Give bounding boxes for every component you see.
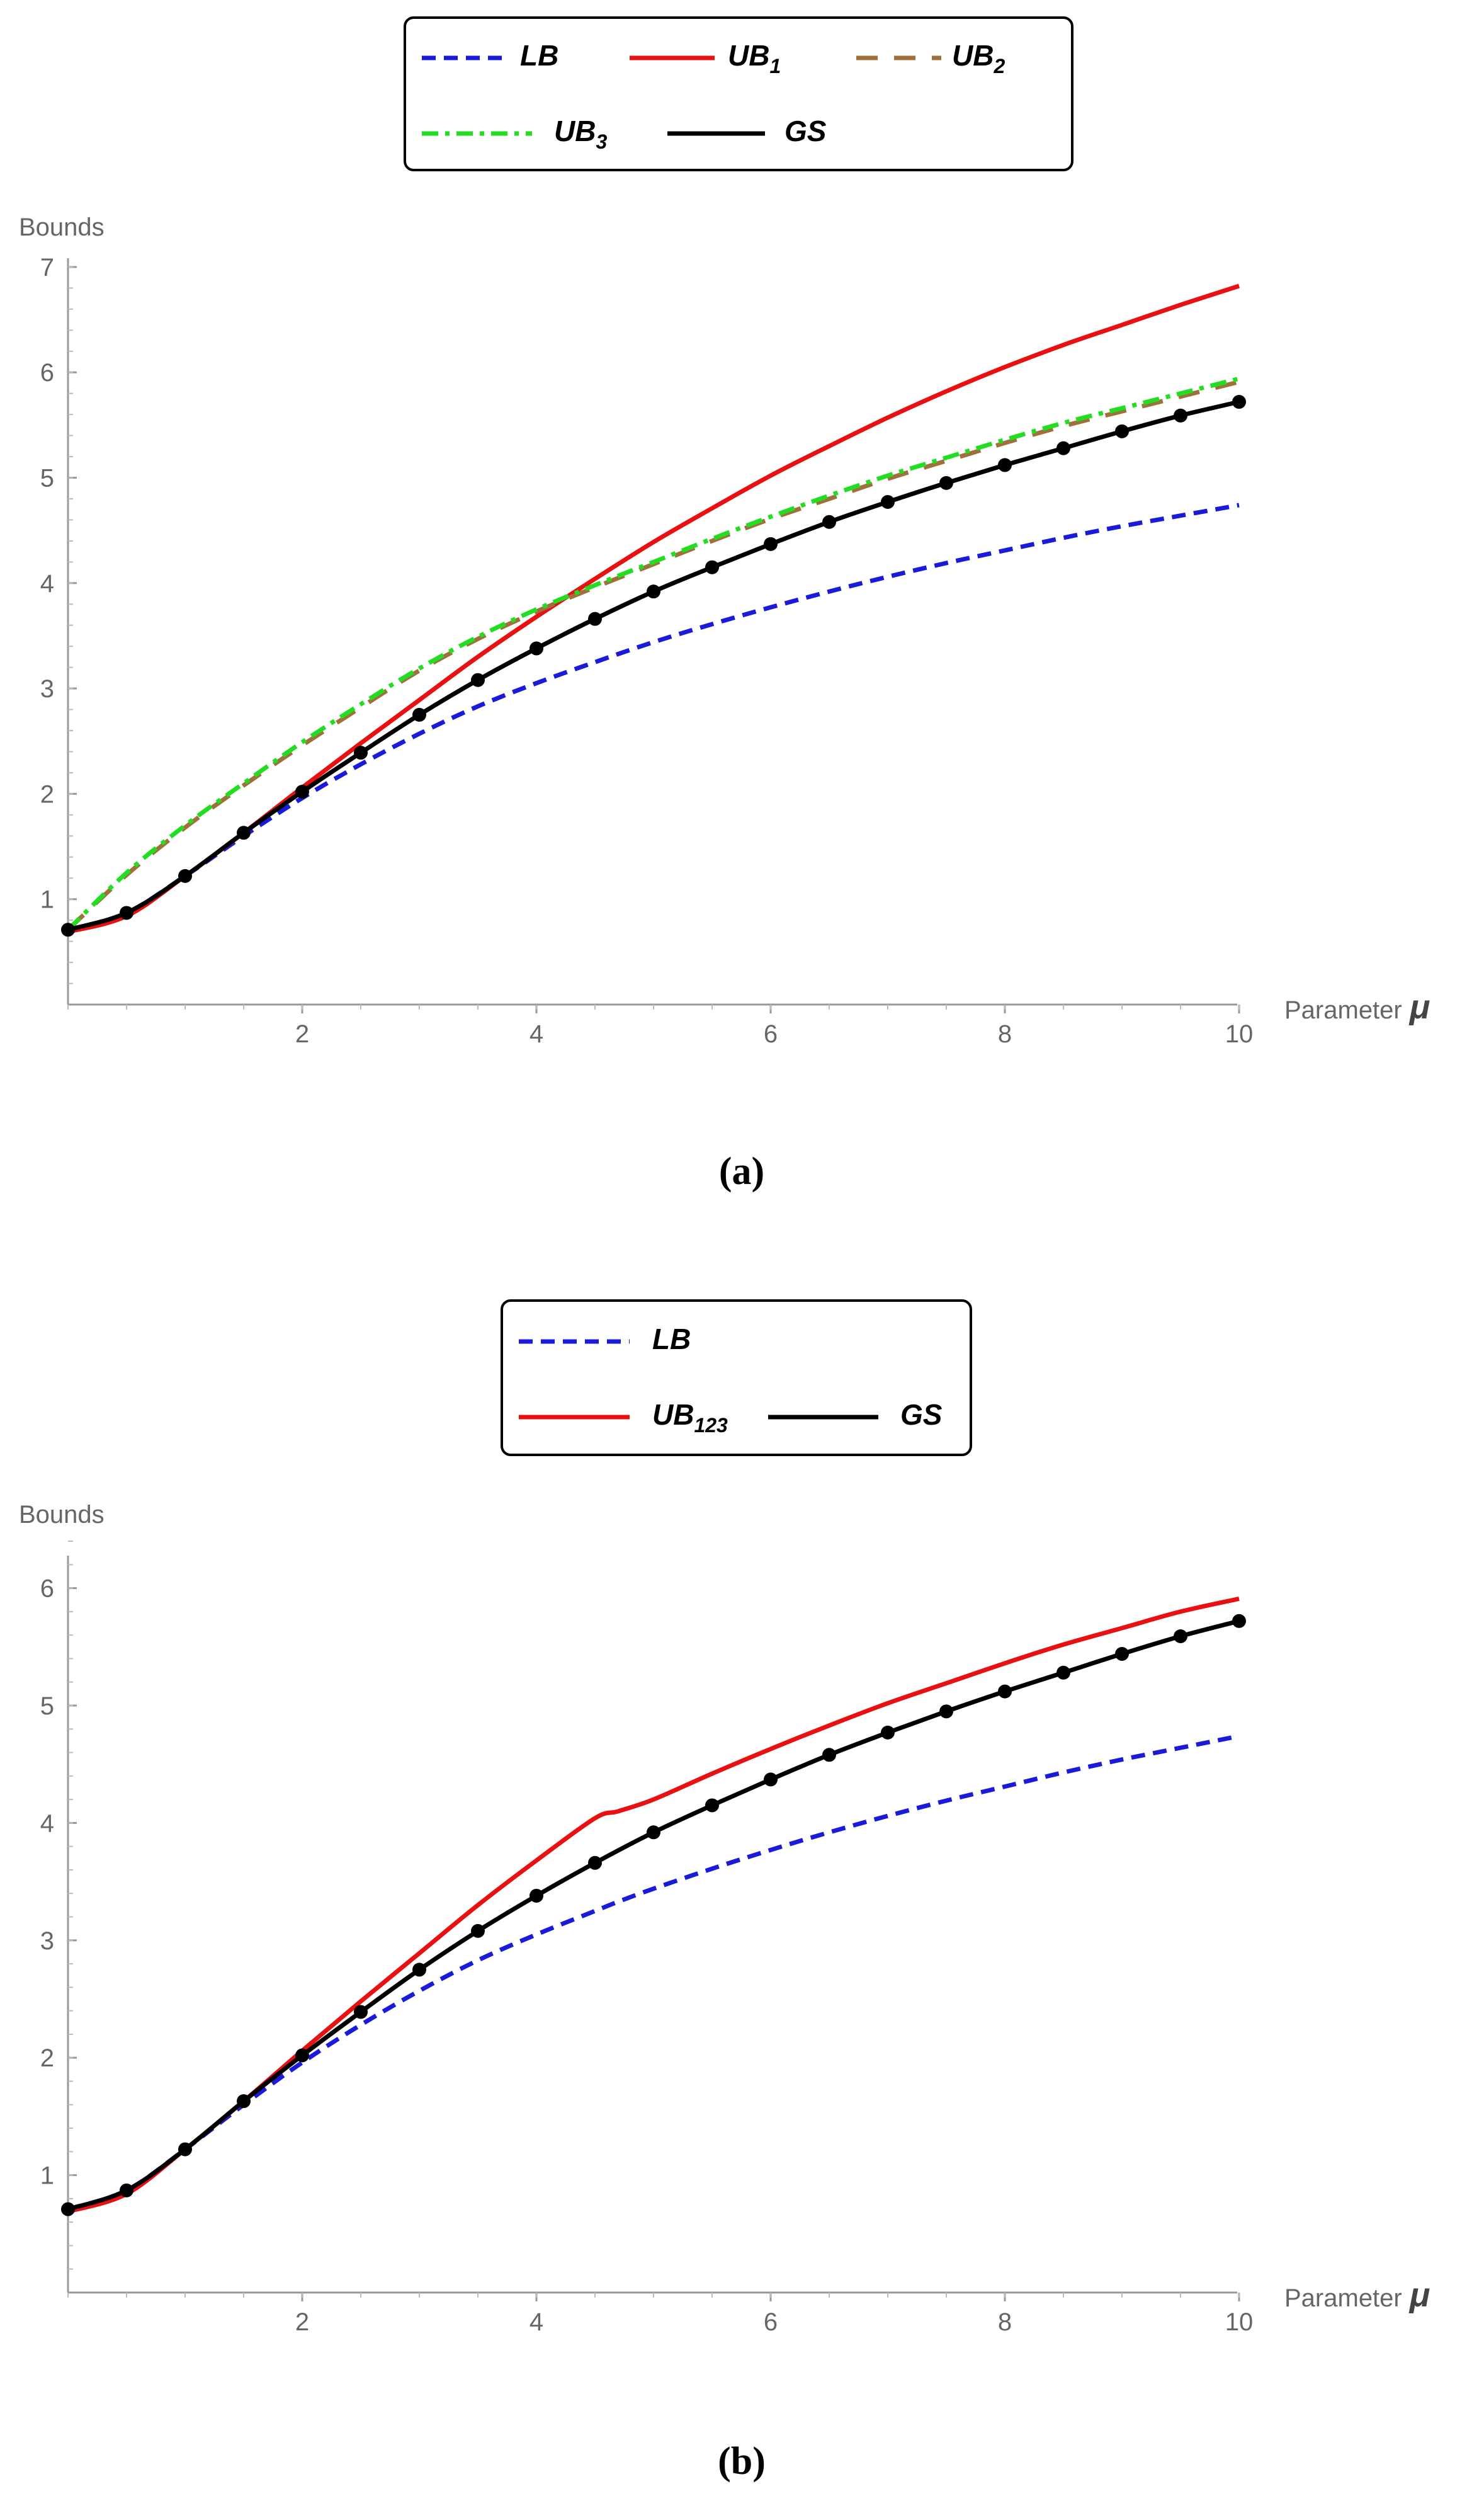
legend-b-label-lb: LB bbox=[652, 1323, 691, 1355]
data-point-gs bbox=[471, 673, 485, 687]
legend-a-label-ub2: UB2 bbox=[952, 39, 1005, 77]
x-tick-label: 10 bbox=[1225, 1020, 1254, 1048]
y-tick-label: 1 bbox=[40, 2162, 54, 2190]
y-tick-label: 6 bbox=[40, 359, 54, 387]
data-point-gs bbox=[471, 1923, 485, 1938]
legend-a-label-gs: GS bbox=[784, 115, 827, 147]
chart-b-x-label: Parameter μ bbox=[1284, 2276, 1430, 2314]
legend-b-label-gs: GS bbox=[900, 1398, 943, 1431]
caption-b: (b) bbox=[718, 2440, 766, 2483]
y-tick-label: 2 bbox=[40, 780, 54, 808]
chart-a-x-label: Parameter μ bbox=[1284, 988, 1430, 1026]
data-point-gs bbox=[939, 1704, 953, 1719]
caption-a: (a) bbox=[719, 1150, 764, 1193]
data-point-gs bbox=[1232, 1614, 1246, 1628]
data-point-gs bbox=[998, 458, 1012, 472]
data-point-gs bbox=[1174, 1629, 1187, 1644]
data-point-gs bbox=[412, 1963, 426, 1977]
y-tick-label: 6 bbox=[40, 1575, 54, 1603]
chart-b-y-label: Bounds bbox=[19, 1501, 105, 1529]
legend-b-label-ub123: UB123 bbox=[652, 1398, 728, 1437]
panel-b: LB UB123 GS Bounds Parameter μ 2 4 6 8 101234… bbox=[19, 1299, 1430, 2483]
x-tick-label: 2 bbox=[295, 1020, 309, 1048]
data-point-gs bbox=[354, 2005, 368, 2019]
data-point-gs bbox=[647, 584, 660, 599]
data-point-gs bbox=[1115, 424, 1129, 438]
y-tick-label: 5 bbox=[40, 465, 54, 493]
data-point-gs bbox=[1056, 441, 1070, 455]
data-point-gs bbox=[178, 869, 192, 883]
data-point-gs bbox=[237, 826, 251, 840]
data-point-gs bbox=[412, 707, 426, 722]
data-point-gs bbox=[354, 746, 368, 760]
x-tick-label: 6 bbox=[764, 2308, 778, 2336]
legend-a: LB UB1 UB2 UB3 GS bbox=[404, 16, 1073, 171]
legend-b: LB UB123 GS bbox=[501, 1299, 972, 1456]
series-line-ub123 bbox=[67, 1596, 1240, 2214]
chart-a-y-label: Bounds bbox=[19, 214, 105, 241]
data-point-gs bbox=[588, 612, 602, 626]
x-tick-label: 4 bbox=[530, 1020, 543, 1048]
data-point-gs bbox=[822, 515, 836, 529]
data-point-gs bbox=[61, 923, 75, 937]
data-point-gs bbox=[1174, 408, 1187, 423]
y-tick-label: 5 bbox=[40, 1692, 54, 1720]
y-tick-label: 7 bbox=[40, 254, 54, 282]
series-line-lb bbox=[67, 1734, 1240, 2212]
series-line-lb bbox=[67, 503, 1240, 932]
panel-a: LB UB1 UB2 UB3 GS Bounds Parameter μ 2 4 6 8… bbox=[19, 16, 1430, 1193]
data-point-gs bbox=[120, 2183, 133, 2197]
series-line-gs bbox=[67, 399, 1240, 932]
data-point-gs bbox=[1115, 1646, 1129, 1661]
legend-a-label-ub3: UB3 bbox=[554, 115, 607, 153]
data-point-gs bbox=[1232, 395, 1246, 409]
data-point-gs bbox=[881, 1725, 895, 1740]
data-point-gs bbox=[998, 1684, 1012, 1699]
x-tick-label: 2 bbox=[295, 2308, 309, 2336]
y-tick-label: 4 bbox=[40, 570, 54, 598]
data-point-gs bbox=[1056, 1665, 1070, 1680]
data-point-gs bbox=[295, 785, 309, 799]
data-point-gs bbox=[530, 1888, 543, 1903]
series-line-gs bbox=[67, 1619, 1240, 2212]
data-point-gs bbox=[647, 1825, 660, 1840]
data-point-gs bbox=[881, 494, 895, 509]
chart-a-series bbox=[61, 283, 1246, 937]
x-tick-label: 10 bbox=[1225, 2308, 1254, 2336]
x-tick-label: 4 bbox=[530, 2308, 543, 2336]
data-point-gs bbox=[530, 641, 543, 656]
data-point-gs bbox=[61, 2202, 75, 2216]
legend-a-label-lb: LB bbox=[520, 39, 558, 72]
data-point-gs bbox=[705, 560, 719, 574]
data-point-gs bbox=[588, 1855, 602, 1870]
y-tick-label: 4 bbox=[40, 1809, 54, 1837]
data-point-gs bbox=[764, 537, 778, 551]
y-tick-label: 3 bbox=[40, 675, 54, 703]
legend-b-box bbox=[501, 1299, 972, 1456]
legend-a-label-ub1: UB1 bbox=[728, 39, 781, 77]
series-line-ub2 bbox=[66, 379, 1240, 931]
data-point-gs bbox=[939, 476, 953, 490]
x-tick-label: 6 bbox=[764, 1020, 778, 1048]
y-tick-label: 1 bbox=[40, 886, 54, 914]
data-point-gs bbox=[120, 906, 133, 920]
data-point-gs bbox=[764, 1772, 778, 1787]
chart-b-series bbox=[61, 1596, 1246, 2216]
data-point-gs bbox=[178, 2142, 192, 2156]
data-point-gs bbox=[295, 2048, 309, 2063]
data-point-gs bbox=[705, 1798, 719, 1813]
x-tick-label: 8 bbox=[998, 1020, 1012, 1048]
data-point-gs bbox=[237, 2094, 251, 2109]
series-line-ub3 bbox=[66, 376, 1240, 931]
y-tick-label: 2 bbox=[40, 2044, 54, 2072]
x-tick-label: 8 bbox=[998, 2308, 1012, 2336]
y-tick-label: 3 bbox=[40, 1927, 54, 1955]
data-point-gs bbox=[822, 1748, 836, 1762]
